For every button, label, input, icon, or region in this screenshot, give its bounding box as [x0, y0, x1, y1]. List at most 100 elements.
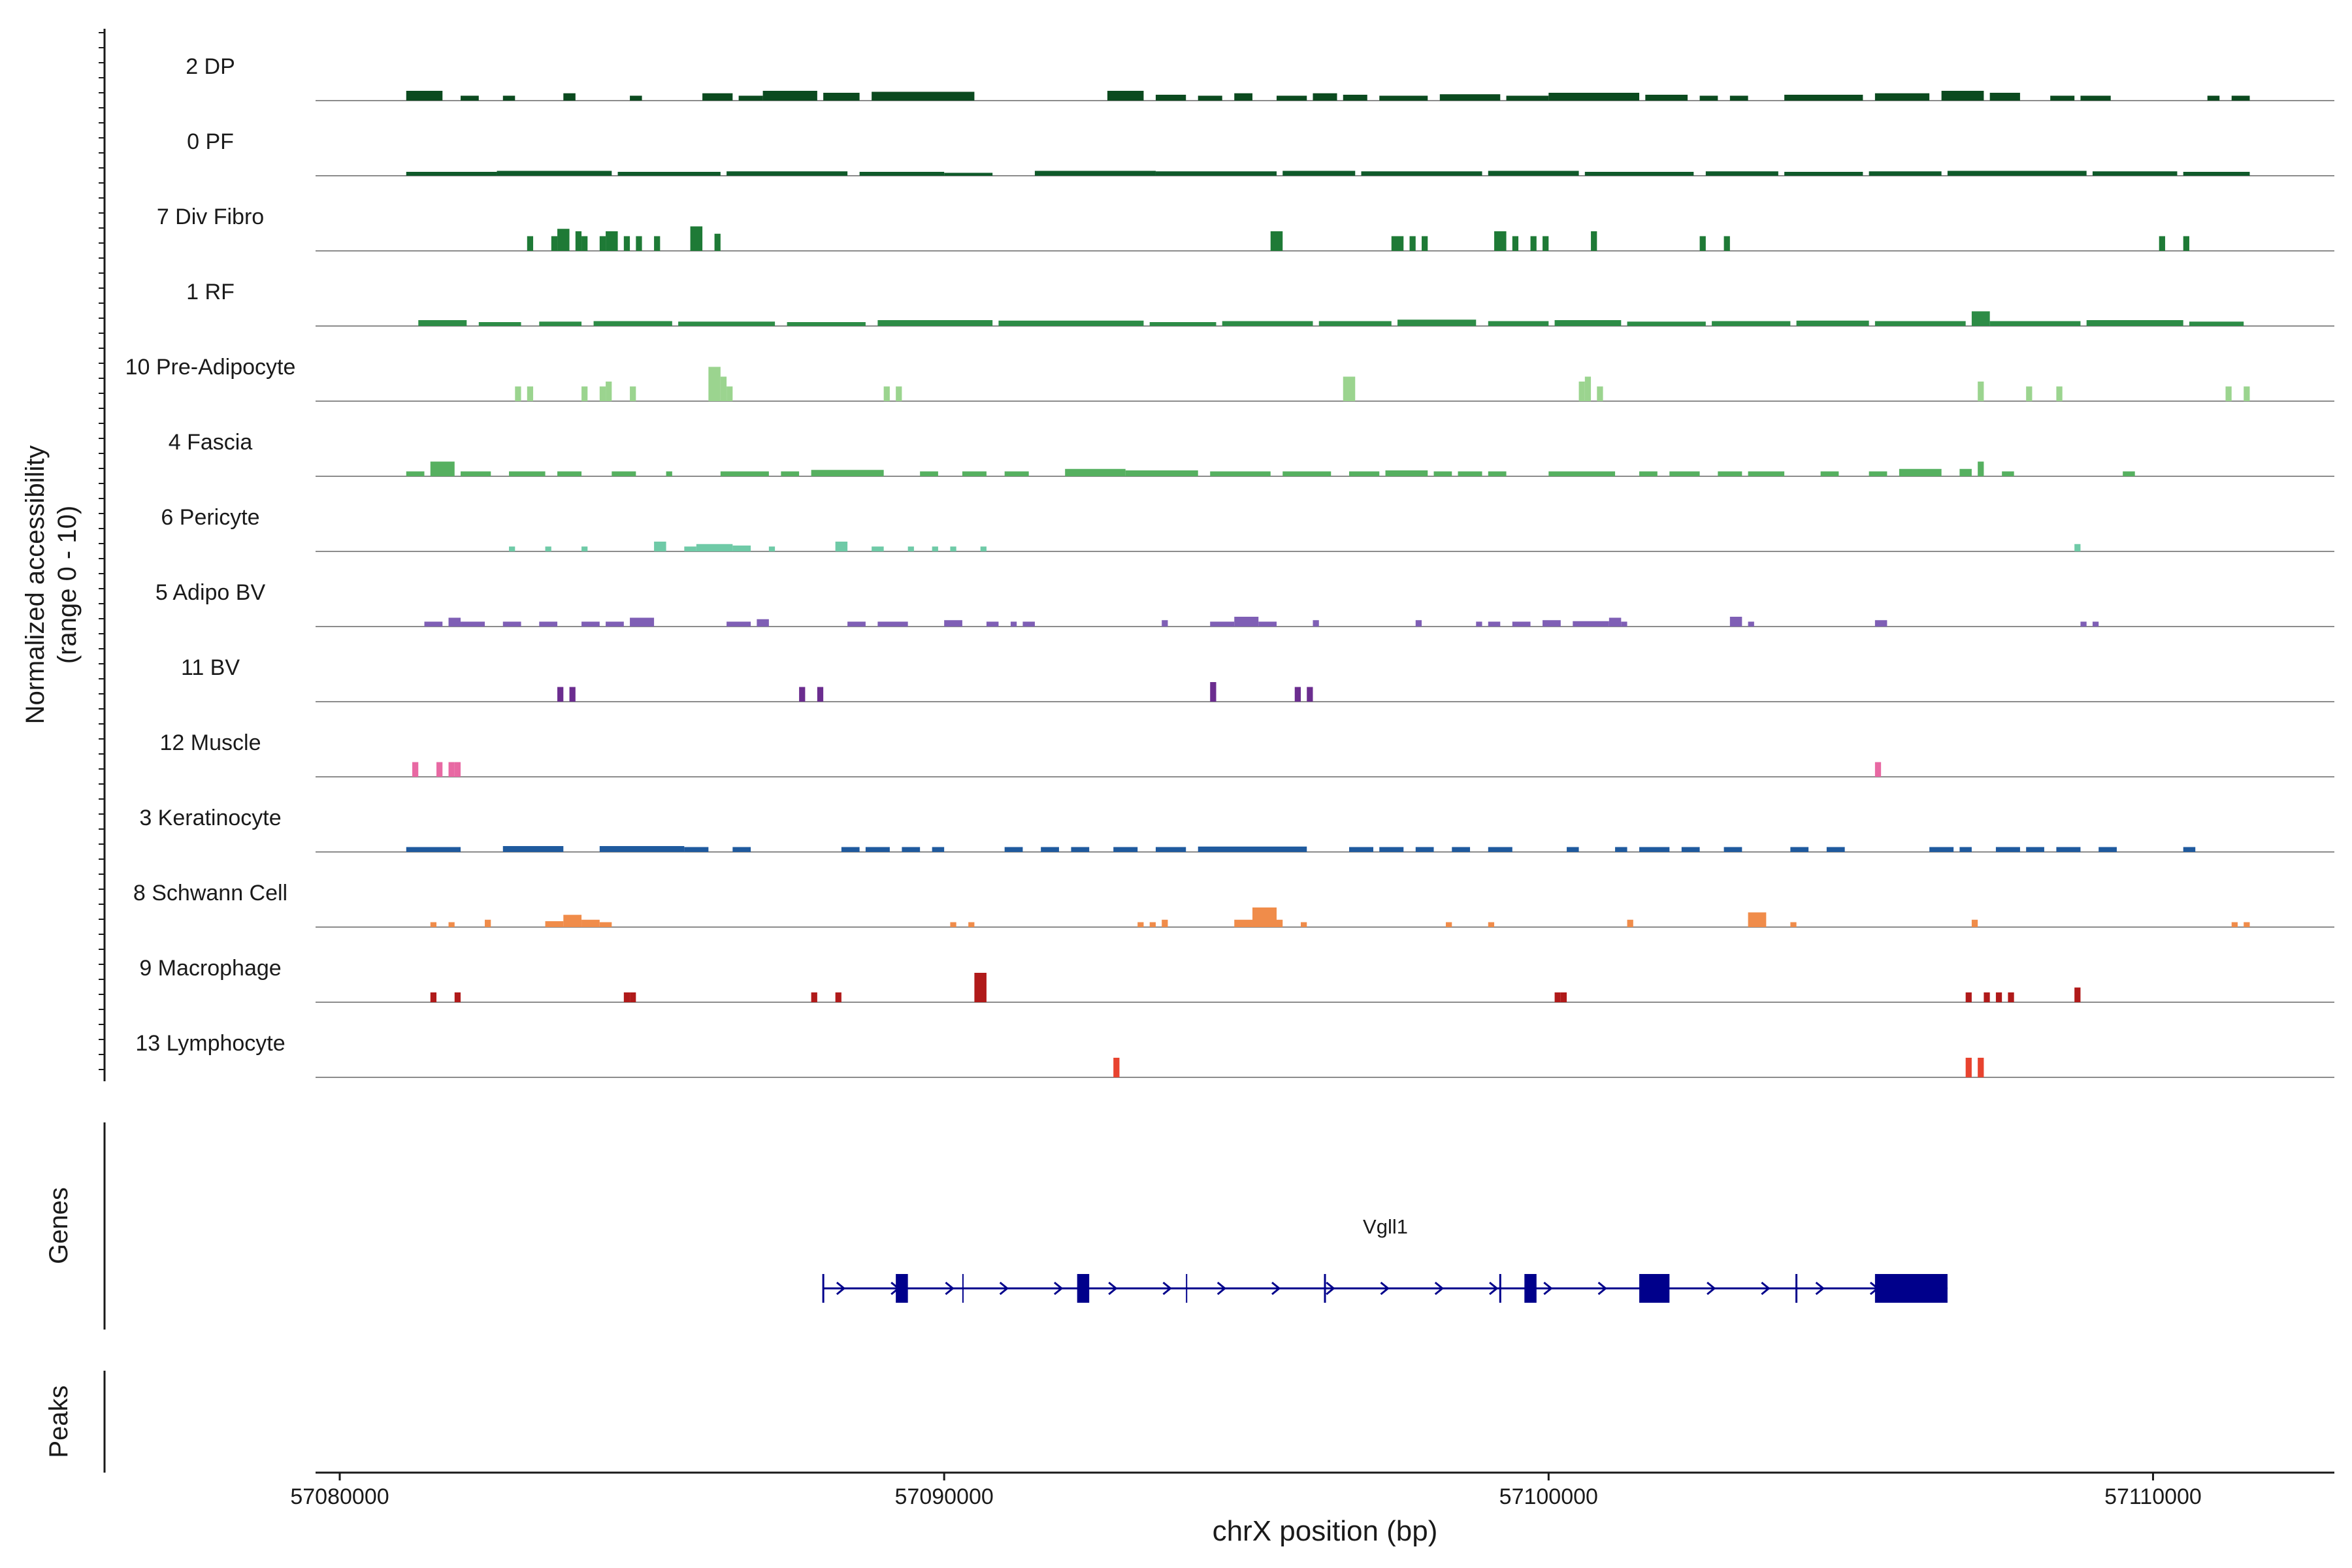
coverage-peak [2050, 95, 2075, 101]
y-axis [99, 29, 106, 1081]
coverage-peak [2080, 95, 2111, 101]
coverage-peak [907, 546, 914, 551]
coverage-peak [406, 172, 497, 176]
coverage-peak [1874, 321, 1966, 326]
strand-arrow [945, 1281, 955, 1296]
coverage-peak [1137, 922, 1144, 927]
coverage-peak [817, 687, 824, 702]
coverage-peak [606, 382, 612, 401]
x-tick-label: 57110000 [2104, 1484, 2202, 1509]
coverage-peak [1929, 847, 1954, 852]
track-label: 0 PF [187, 129, 234, 154]
coverage-peak [823, 93, 860, 101]
gene-exon [1639, 1274, 1670, 1303]
coverage-peak [593, 321, 672, 326]
coverage-peak [1234, 617, 1259, 627]
gene-name-label: Vgll1 [1363, 1215, 1408, 1238]
x-tick-label: 57080000 [290, 1484, 389, 1509]
coverage-peak [424, 621, 443, 627]
coverage-peak [1560, 992, 1567, 1002]
coverage-peak [1578, 382, 1585, 401]
coverage-peak [630, 992, 636, 1002]
coverage-peak [920, 471, 938, 476]
y-axis-label: Normalized accessibility (range 0 - 10) [21, 446, 82, 725]
coverage-peak [1391, 236, 1404, 251]
coverage-peak [502, 95, 515, 101]
coverage-peak [1307, 687, 1313, 702]
coverage-peak [944, 620, 962, 627]
track-label: 1 RF [186, 280, 235, 304]
coverage-peak [1784, 95, 1863, 101]
coverage-peak [684, 546, 696, 551]
coverage-peak [714, 233, 721, 251]
coverage-peak [2123, 471, 2135, 476]
coverage-peak [1433, 471, 1452, 476]
coverage-peak [690, 226, 703, 251]
track-2: 0 PF [187, 129, 2334, 176]
coverage-peak [1796, 320, 1869, 326]
coverage-peak [2074, 544, 2081, 551]
track-9: 11 BV [181, 655, 2334, 702]
coverage-peak [1125, 470, 1198, 476]
coverage-peak [485, 919, 491, 927]
coverage-peak [1488, 847, 1512, 852]
coverage-peak [1004, 471, 1029, 476]
coverage-peak [877, 320, 993, 326]
coverage-peak [1155, 171, 1277, 176]
strand-arrow [1162, 1281, 1172, 1296]
coverage-peak [932, 546, 938, 551]
coverage-peak [1639, 847, 1670, 852]
coverage-peak [1065, 468, 1126, 476]
coverage-peak [606, 621, 624, 627]
coverage-peak [1554, 992, 1561, 1002]
coverage-peak [1548, 471, 1616, 476]
coverage-peak [872, 91, 975, 101]
coverage-peak [998, 320, 1144, 326]
coverage-peak [1210, 471, 1271, 476]
coverage-peak [1820, 471, 1839, 476]
coverage-peak [727, 386, 733, 401]
coverage-peak [950, 922, 956, 927]
coverage-peak [1276, 919, 1283, 927]
track-label: 5 Adipo BV [155, 580, 266, 605]
coverage-peak [1506, 95, 1549, 101]
coverage-peak [727, 171, 848, 176]
track-13: 9 Macrophage [139, 956, 2334, 1003]
coverage-peak [1488, 621, 1501, 627]
coverage-peak [883, 386, 890, 401]
coverage-peak [1723, 236, 1730, 251]
coverage-peak [1488, 471, 1507, 476]
coverage-peak [2092, 621, 2099, 627]
coverage-peak [944, 172, 993, 176]
coverage-peak [1234, 919, 1252, 927]
coverage-peak [461, 621, 485, 627]
coverage-peak [539, 621, 558, 627]
coverage-peak [1639, 471, 1658, 476]
coverage-peak [732, 847, 751, 852]
coverage-peak [539, 321, 582, 326]
coverage-peak [835, 542, 848, 551]
coverage-peak [1300, 922, 1307, 927]
coverage-peak [599, 922, 612, 927]
coverage-peak [1978, 382, 1984, 401]
coverage-peak [1107, 91, 1144, 101]
coverage-peak [557, 471, 582, 476]
coverage-peak [1554, 320, 1622, 326]
coverage-peak [563, 915, 582, 927]
coverage-peak [1530, 236, 1537, 251]
coverage-peak [1947, 171, 2087, 176]
coverage-peak [630, 617, 655, 627]
gene-exon [1077, 1274, 1090, 1303]
coverage-peak [872, 546, 884, 551]
strand-arrow [1761, 1281, 1771, 1296]
coverage-peak [2092, 171, 2178, 176]
gene-exon [1524, 1274, 1537, 1303]
coverage-peak [1343, 376, 1356, 401]
track-6: 4 Fascia [169, 430, 2334, 477]
strand-arrow [1380, 1281, 1390, 1296]
coverage-peak [1869, 171, 1942, 176]
coverage-peak [1210, 621, 1235, 627]
coverage-peak [2189, 321, 2244, 326]
strand-arrow [836, 1281, 846, 1296]
